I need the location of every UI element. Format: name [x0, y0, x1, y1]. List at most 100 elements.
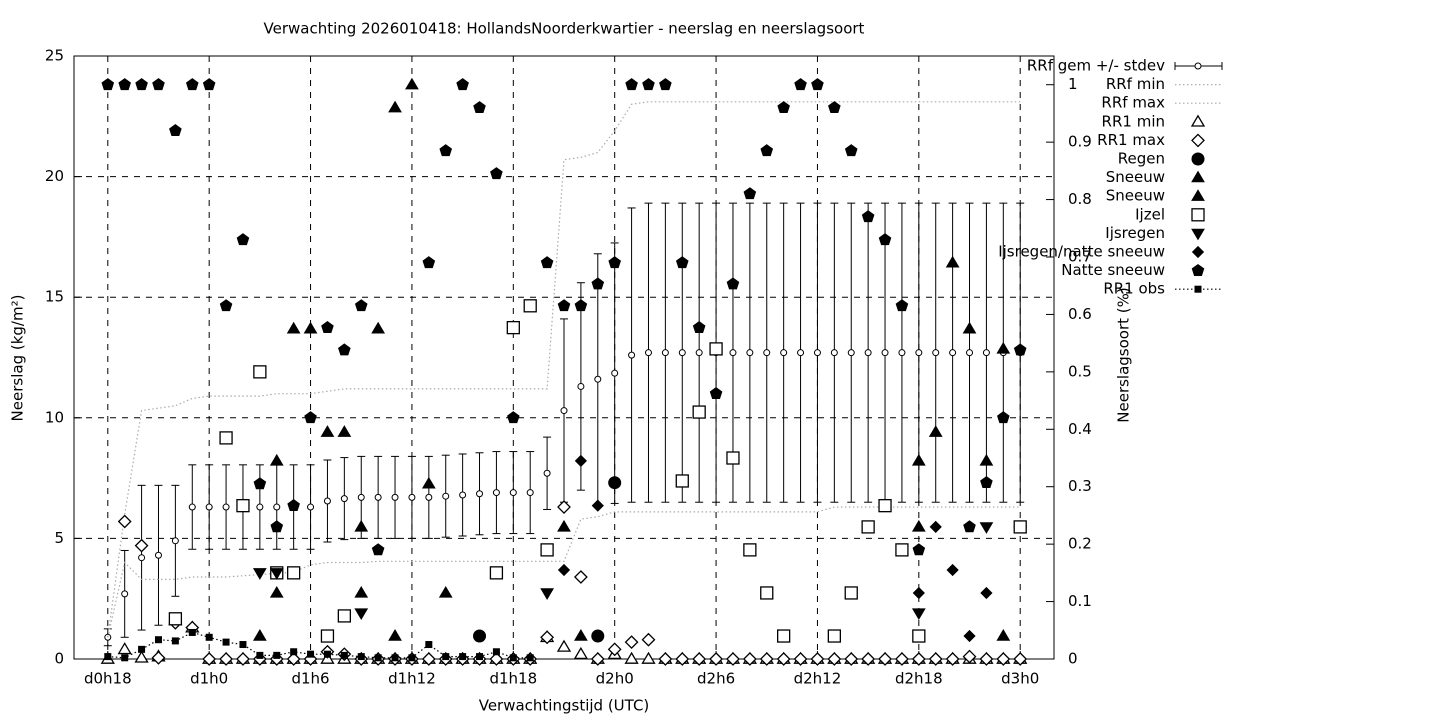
marker: [340, 651, 348, 659]
marker: [692, 405, 706, 419]
marker: [557, 500, 571, 514]
marker: [591, 629, 605, 643]
marker: [185, 78, 199, 91]
marker: [624, 635, 639, 650]
mean-point: [881, 349, 889, 357]
error-bar: [897, 202, 906, 503]
marker: [121, 654, 129, 662]
marker: [1013, 652, 1028, 666]
marker: [946, 563, 959, 577]
marker: [979, 652, 994, 666]
error-bar: [745, 202, 754, 503]
marker: [557, 563, 571, 577]
marker: [391, 654, 399, 662]
error-bar: [644, 202, 653, 503]
marker: [205, 633, 213, 641]
marker: [810, 652, 825, 666]
marker: [1191, 245, 1205, 259]
legend-label: Ijzel: [1135, 205, 1165, 223]
marker: [138, 645, 146, 653]
mean-point: [797, 349, 805, 357]
y-axis-label: Neerslag (kg/m²): [9, 295, 27, 422]
marker: [320, 425, 335, 437]
marker: [287, 566, 301, 580]
error-bar: [374, 455, 383, 539]
marker: [239, 641, 247, 649]
marker: [357, 653, 365, 661]
marker: [726, 277, 740, 290]
error-bar: [830, 202, 839, 503]
mean-point: [323, 497, 331, 505]
marker: [557, 519, 571, 532]
marker: [421, 652, 436, 666]
marker: [269, 585, 284, 598]
mean-point: [459, 491, 467, 499]
legend-label: RR1 obs: [1103, 280, 1165, 298]
legend-label: RR1 max: [1097, 131, 1165, 149]
mean-point: [966, 349, 974, 357]
marker: [811, 78, 824, 91]
mean-point: [661, 349, 669, 357]
y2-tick-label: 0.4: [1068, 420, 1092, 438]
marker: [827, 652, 842, 666]
error-bar: [205, 464, 214, 550]
marker: [219, 431, 233, 445]
marker: [641, 651, 656, 664]
error-bar: [931, 202, 940, 503]
marker: [625, 78, 638, 91]
error-bar: [458, 453, 467, 537]
mean-point: [340, 495, 348, 503]
marker: [252, 568, 267, 580]
y2-tick-label: 0.7: [1068, 248, 1092, 266]
marker: [996, 341, 1011, 354]
marker: [526, 654, 534, 662]
marker: [421, 476, 436, 489]
marker: [945, 652, 960, 666]
marker: [675, 474, 689, 488]
marker: [675, 652, 690, 666]
marker: [692, 321, 706, 333]
marker: [540, 256, 554, 269]
obs-line: [107, 631, 531, 659]
y2-axis-label: Neerslagsoort (%): [1115, 287, 1133, 422]
mean-point: [594, 375, 602, 383]
marker: [1191, 133, 1205, 148]
legend-label: RRf max: [1101, 94, 1165, 112]
marker: [624, 651, 639, 664]
marker: [777, 629, 791, 643]
marker: [641, 632, 656, 647]
mean-point: [492, 489, 500, 497]
marker: [202, 78, 216, 91]
marker: [374, 654, 382, 662]
mean-point: [121, 590, 129, 598]
mean-point: [611, 369, 619, 377]
error-bar: [492, 451, 501, 535]
marker: [844, 652, 859, 666]
marker: [476, 653, 484, 661]
error-bar: [593, 253, 602, 506]
marker: [405, 77, 419, 90]
x-tick-label: d3h0: [1001, 670, 1039, 688]
marker: [490, 167, 503, 180]
marker: [777, 101, 790, 114]
mean-point: [898, 349, 906, 357]
marker: [287, 499, 300, 512]
error-bar: [171, 484, 180, 597]
error-bar: [272, 464, 281, 550]
marker: [154, 636, 162, 644]
error-bar: [881, 202, 890, 503]
marker: [912, 543, 926, 556]
error-bar: [222, 464, 231, 550]
error-bar: [154, 484, 163, 626]
y2-tick-label: 0: [1068, 650, 1078, 668]
legend-label: Ijsregen/natte sneeuw: [998, 243, 1165, 261]
marker: [439, 144, 453, 157]
marker: [473, 629, 487, 643]
error-bar: [509, 451, 518, 535]
marker: [709, 342, 723, 356]
marker: [963, 629, 976, 643]
marker: [489, 566, 504, 580]
range-line: [107, 506, 1021, 638]
mean-point: [746, 349, 754, 357]
marker: [354, 299, 368, 312]
